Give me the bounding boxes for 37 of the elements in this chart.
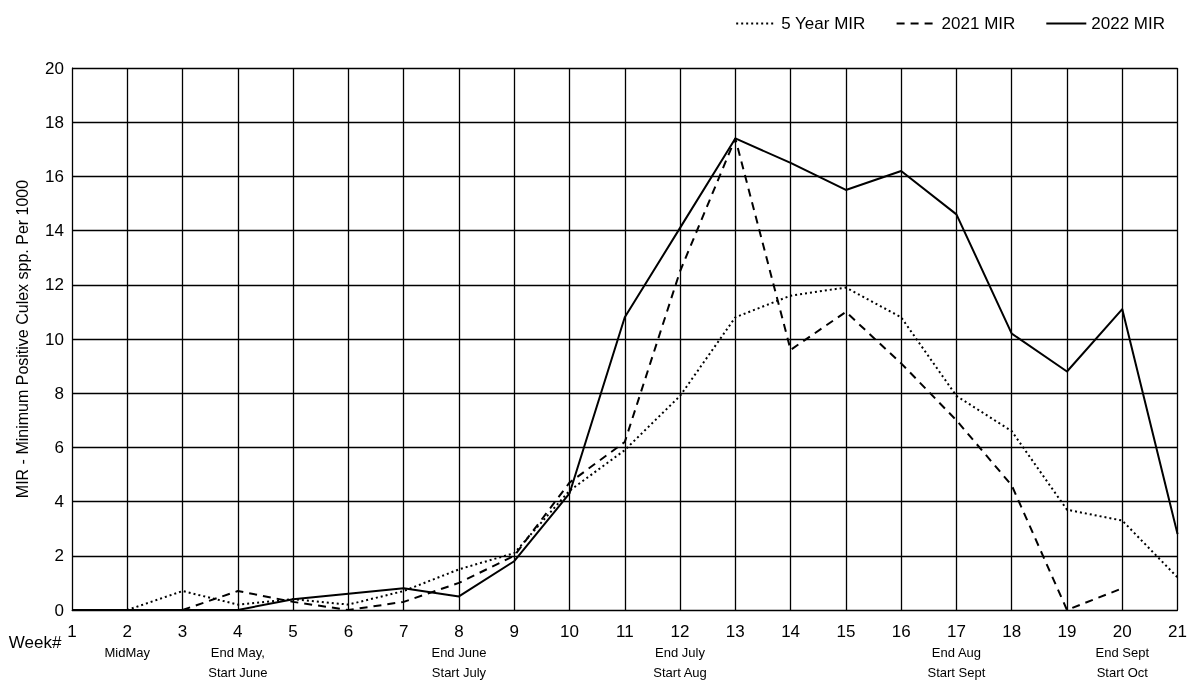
x-tick-label: 16	[891, 621, 911, 641]
x-tick-label: 4 End May, Start June	[208, 621, 268, 680]
y-tick-label: 0	[54, 600, 64, 620]
x-tick-label: 7	[398, 621, 409, 641]
x-tick-label: 17 End Aug Start Sept	[927, 621, 986, 680]
x-tick-label: 9	[509, 621, 519, 641]
x-tick-label: 14	[781, 621, 801, 641]
y-tick-label: 18	[45, 112, 64, 132]
x-tick-label: 5	[288, 621, 298, 641]
y-tick-label: 20	[45, 58, 64, 78]
legend-label: 2022 MIR	[1091, 14, 1165, 33]
x-axis-title: Week#	[8, 633, 62, 652]
y-tick-label: 16	[45, 166, 64, 186]
x-tick-label: 6	[343, 621, 354, 641]
x-tick-label: 1	[67, 621, 77, 641]
x-tick-label: 2 MidMay	[104, 621, 151, 660]
x-tick-label: 8 End June Start July	[431, 621, 487, 680]
y-tick-label: 8	[54, 383, 64, 403]
y-tick-label: 6	[54, 437, 64, 457]
x-tick-label: 18	[1002, 621, 1022, 641]
x-tick-label: 10	[560, 621, 579, 641]
y-tick-label: 14	[45, 221, 64, 241]
x-tick-label: 19	[1057, 621, 1077, 641]
y-axis-title: MIR - Minimum Positive Culex spp. Per 1000	[13, 179, 31, 499]
legend-label: 2021 MIR	[941, 14, 1016, 33]
y-tick-label: 10	[45, 329, 64, 349]
y-tick-label: 4	[54, 492, 64, 512]
legend-label: 5 Year MIR	[781, 14, 866, 33]
x-tick-label: 21	[1168, 621, 1188, 641]
x-tick-label: 13	[725, 621, 745, 641]
x-tick-label: 15	[836, 621, 856, 641]
x-tick-label: 3	[177, 621, 188, 641]
x-tick-label: 20 End Sept Start Oct	[1095, 621, 1150, 680]
y-tick-label: 2	[54, 546, 64, 566]
x-tick-label: 11	[615, 621, 634, 641]
x-tick-label: 12 End July Start Aug	[653, 621, 707, 680]
y-tick-label: 12	[45, 275, 64, 295]
